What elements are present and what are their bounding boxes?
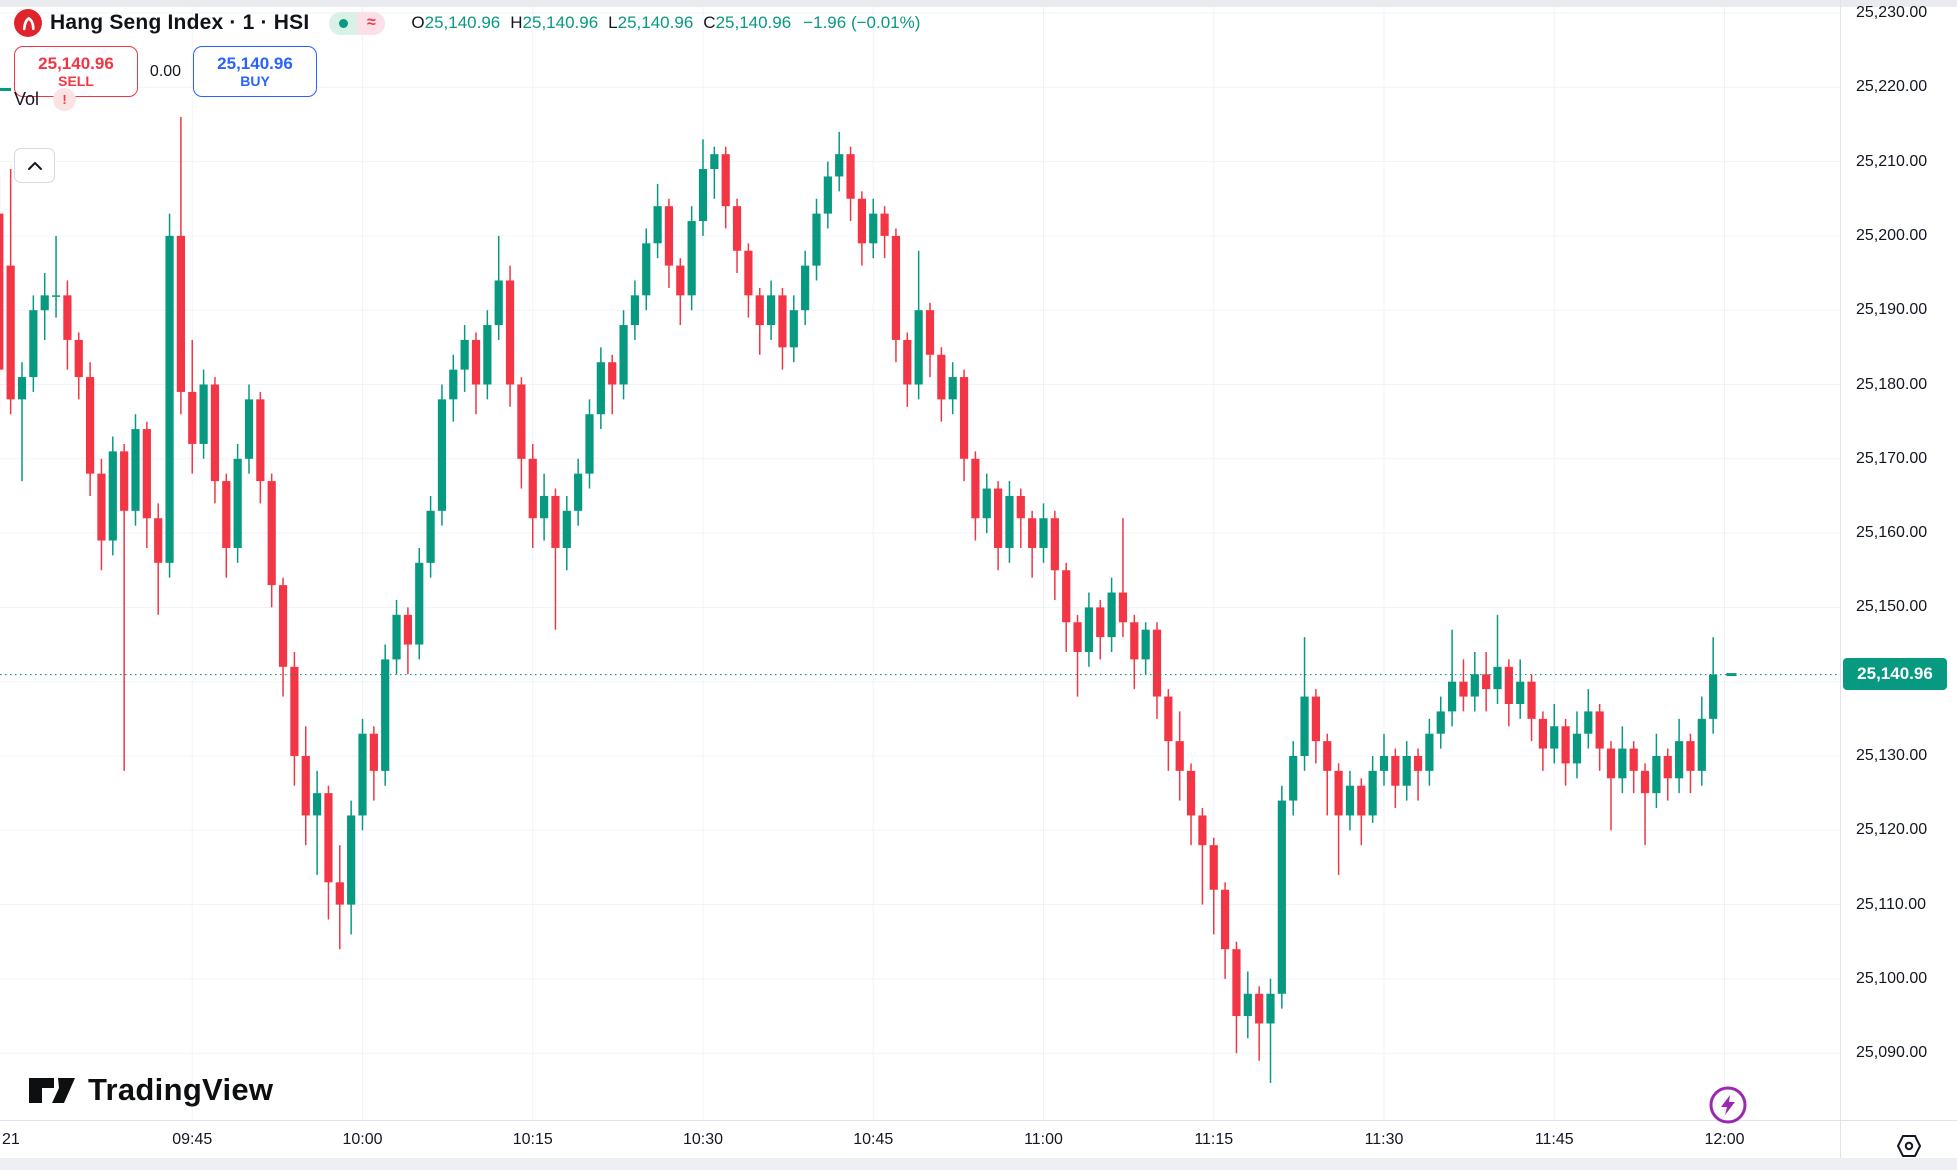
price-axis-label: 25,230.00 xyxy=(1856,4,1928,21)
price-axis-label: 25,210.00 xyxy=(1856,152,1928,170)
time-axis-label: 21 xyxy=(2,1131,20,1148)
time-axis-label: 10:15 xyxy=(512,1131,553,1148)
sell-button[interactable]: 25,140.96 SELL xyxy=(14,46,138,97)
price-axis-label: 25,130.00 xyxy=(1856,747,1928,764)
low-value: 25,140.96 xyxy=(617,13,694,32)
price-axis-label: 25,150.00 xyxy=(1856,598,1928,616)
time-axis-label: 10:30 xyxy=(682,1131,724,1148)
time-axis-separator xyxy=(0,1120,1957,1121)
trade-panel: 25,140.96 SELL 0.00 25,140.96 BUY xyxy=(14,46,317,97)
price-axis-label: 25,170.00 xyxy=(1856,449,1928,467)
ohlc-readout: O25,140.96 H25,140.96 L25,140.96 C25,140… xyxy=(411,13,920,33)
time-axis-label: 11:00 xyxy=(1024,1131,1063,1148)
price-axis-label: 25,160.00 xyxy=(1856,524,1928,542)
time-axis-label: 11:15 xyxy=(1194,1131,1234,1148)
volume-warning-icon[interactable]: ! xyxy=(53,88,77,111)
buy-price: 25,140.96 xyxy=(217,53,293,73)
spread-value: 0.00 xyxy=(149,62,182,80)
time-axis-label: 10:45 xyxy=(853,1131,894,1148)
price-axis-label: 25,120.00 xyxy=(1856,821,1928,839)
settings-button[interactable] xyxy=(1893,1131,1925,1161)
market-open-dot-icon[interactable] xyxy=(329,11,358,35)
sell-price: 25,140.96 xyxy=(38,53,114,73)
price-axis-label: 25,180.00 xyxy=(1856,375,1928,393)
high-value: 25,140.96 xyxy=(522,13,599,32)
sell-label: SELL xyxy=(58,73,94,90)
price-axis-label: 25,090.00 xyxy=(1856,1044,1928,1062)
symbol-title[interactable]: Hang Seng Index · 1 · HSI xyxy=(50,11,310,34)
time-axis-label: 11:30 xyxy=(1364,1131,1404,1148)
pane-separator-tick xyxy=(0,88,11,91)
bottom-strip xyxy=(0,1158,1957,1170)
tradingview-attribution[interactable]: TradingView xyxy=(28,1072,273,1108)
time-axis-label: 11:45 xyxy=(1534,1131,1574,1148)
price-axis-label: 25,100.00 xyxy=(1856,969,1928,987)
buy-label: BUY xyxy=(240,73,270,90)
time-axis-label: 12:00 xyxy=(1704,1131,1745,1148)
open-value: 25,140.96 xyxy=(424,13,501,32)
top-strip xyxy=(0,0,1957,7)
close-value: 25,140.96 xyxy=(715,13,792,32)
high-label: H xyxy=(510,13,523,32)
close-label: C xyxy=(703,13,716,32)
hang-seng-logo-icon xyxy=(14,9,42,37)
price-axis-separator xyxy=(1840,0,1841,1170)
price-axis-label: 25,220.00 xyxy=(1856,78,1928,96)
market-status-badges[interactable]: ≈ xyxy=(329,11,386,35)
instant-data-button[interactable] xyxy=(1707,1084,1749,1126)
time-axis-label: 10:00 xyxy=(342,1131,383,1148)
open-label: O xyxy=(411,13,425,32)
volume-indicator-legend[interactable]: Vol ! xyxy=(14,88,77,111)
volume-label[interactable]: Vol xyxy=(14,89,40,109)
tradingview-logo-icon xyxy=(29,1077,75,1103)
symbol-header: Hang Seng Index · 1 · HSI ≈ O25,140.96 H… xyxy=(14,9,920,37)
lightning-icon xyxy=(1709,1086,1747,1124)
buy-button[interactable]: 25,140.96 BUY xyxy=(193,46,317,97)
gear-icon xyxy=(1897,1135,1921,1157)
chevron-up-icon xyxy=(27,161,42,170)
approx-price-badge[interactable]: ≈ xyxy=(357,11,386,35)
change-value: −1.96 (−0.01%) xyxy=(803,13,921,32)
price-chart[interactable] xyxy=(0,0,1840,1120)
price-axis-label: 25,190.00 xyxy=(1856,301,1928,319)
tradingview-logo-text: TradingView xyxy=(88,1072,274,1107)
collapse-pane-button[interactable] xyxy=(14,148,55,183)
low-label: L xyxy=(608,13,618,32)
last-price-tag: 25,140.96 xyxy=(1843,658,1947,690)
time-axis-label: 09:45 xyxy=(172,1131,213,1148)
price-axis-label: 25,200.00 xyxy=(1856,226,1928,244)
price-axis-label: 25,110.00 xyxy=(1856,895,1926,913)
